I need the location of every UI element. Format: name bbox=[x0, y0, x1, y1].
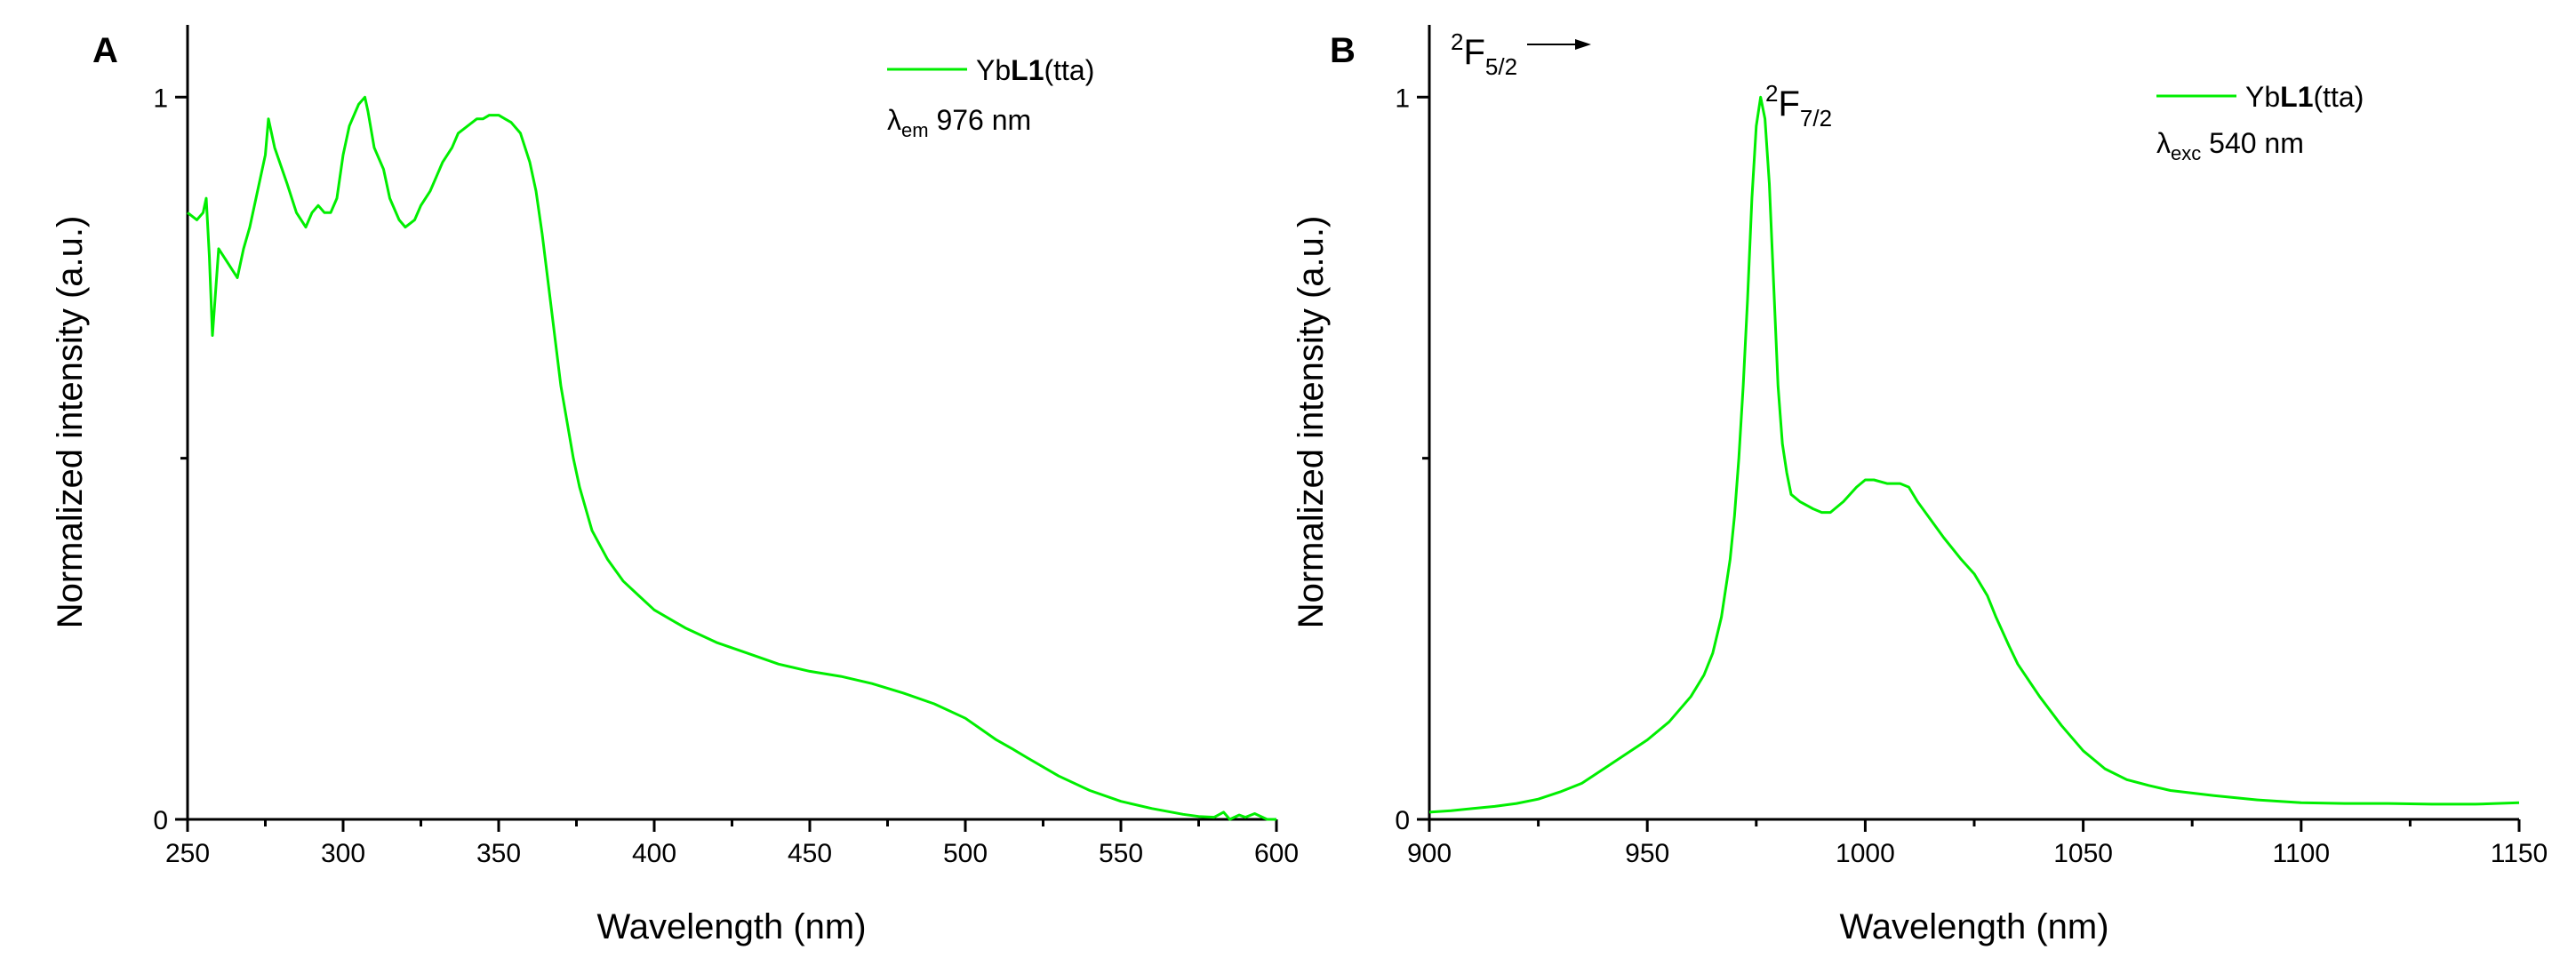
y-tick-label: 0 bbox=[1395, 806, 1410, 835]
transition-to-label: 2F7/2 bbox=[1765, 80, 1832, 132]
panel-b: B 900 950 1000 1050 1100 1150 01 Wavelength (… bbox=[1292, 25, 2548, 946]
panel-b-letter: B bbox=[1330, 31, 1356, 70]
transition-from-label: 2F5/2 bbox=[1451, 28, 1517, 80]
panel-a-x-title: Wavelength (nm) bbox=[596, 907, 866, 946]
panel-b-x-title: Wavelength (nm) bbox=[1839, 907, 2108, 946]
panel-b-transition-annotation: 2F5/2 2F7/2 bbox=[1451, 28, 1832, 132]
x-tick-label: 1000 bbox=[1836, 839, 1895, 868]
panel-a-x-ticks: 250 300 350 400 450 500 550 600 bbox=[165, 819, 1299, 868]
x-tick-label: 1150 bbox=[2491, 839, 2548, 868]
x-tick-label: 300 bbox=[321, 839, 365, 868]
x-tick-label: 600 bbox=[1254, 839, 1299, 868]
panel-b-excitation-annotation: λexc 540 nm bbox=[2156, 127, 2304, 164]
x-tick-label: 550 bbox=[1099, 839, 1143, 868]
panel-a-excitation-annotation: λem 976 nm bbox=[887, 104, 1031, 141]
panel-b-y-ticks: 01 bbox=[1395, 84, 1429, 835]
panel-a-y-title: Normalized intensity (a.u.) bbox=[51, 216, 90, 629]
y-tick-label: 1 bbox=[1395, 84, 1410, 113]
panel-b-y-title: Normalized intensity (a.u.) bbox=[1292, 216, 1331, 629]
panel-a-letter: A bbox=[92, 31, 118, 70]
x-tick-label: 900 bbox=[1407, 839, 1452, 868]
y-tick-label: 1 bbox=[153, 84, 168, 113]
panel-b-legend-label: YbL1(tta) bbox=[2245, 81, 2364, 113]
x-tick-label: 400 bbox=[632, 839, 676, 868]
panel-a-series-line bbox=[187, 95, 1276, 821]
x-tick-label: 250 bbox=[165, 839, 210, 868]
x-tick-label: 500 bbox=[943, 839, 988, 868]
transition-arrowhead-icon bbox=[1575, 39, 1591, 50]
x-tick-label: 1050 bbox=[2053, 839, 2113, 868]
y-tick-label: 0 bbox=[153, 806, 168, 835]
x-tick-label: 950 bbox=[1625, 839, 1669, 868]
panel-b-legend: YbL1(tta) λexc 540 nm bbox=[2156, 81, 2364, 164]
panel-a-y-ticks: 01 bbox=[153, 84, 188, 835]
panel-a-legend-label: YbL1(tta) bbox=[976, 54, 1094, 86]
panel-a: A 250 300 350 400 450 500 550 600 01 Wavelength… bbox=[51, 25, 1299, 946]
x-tick-label: 350 bbox=[476, 839, 521, 868]
panel-b-series-line bbox=[1428, 95, 2520, 814]
x-tick-label: 1100 bbox=[2273, 839, 2331, 868]
panel-a-legend: YbL1(tta) λem 976 nm bbox=[887, 54, 1094, 141]
panel-b-x-ticks: 900 950 1000 1050 1100 1150 bbox=[1407, 819, 2548, 868]
x-tick-label: 450 bbox=[788, 839, 832, 868]
